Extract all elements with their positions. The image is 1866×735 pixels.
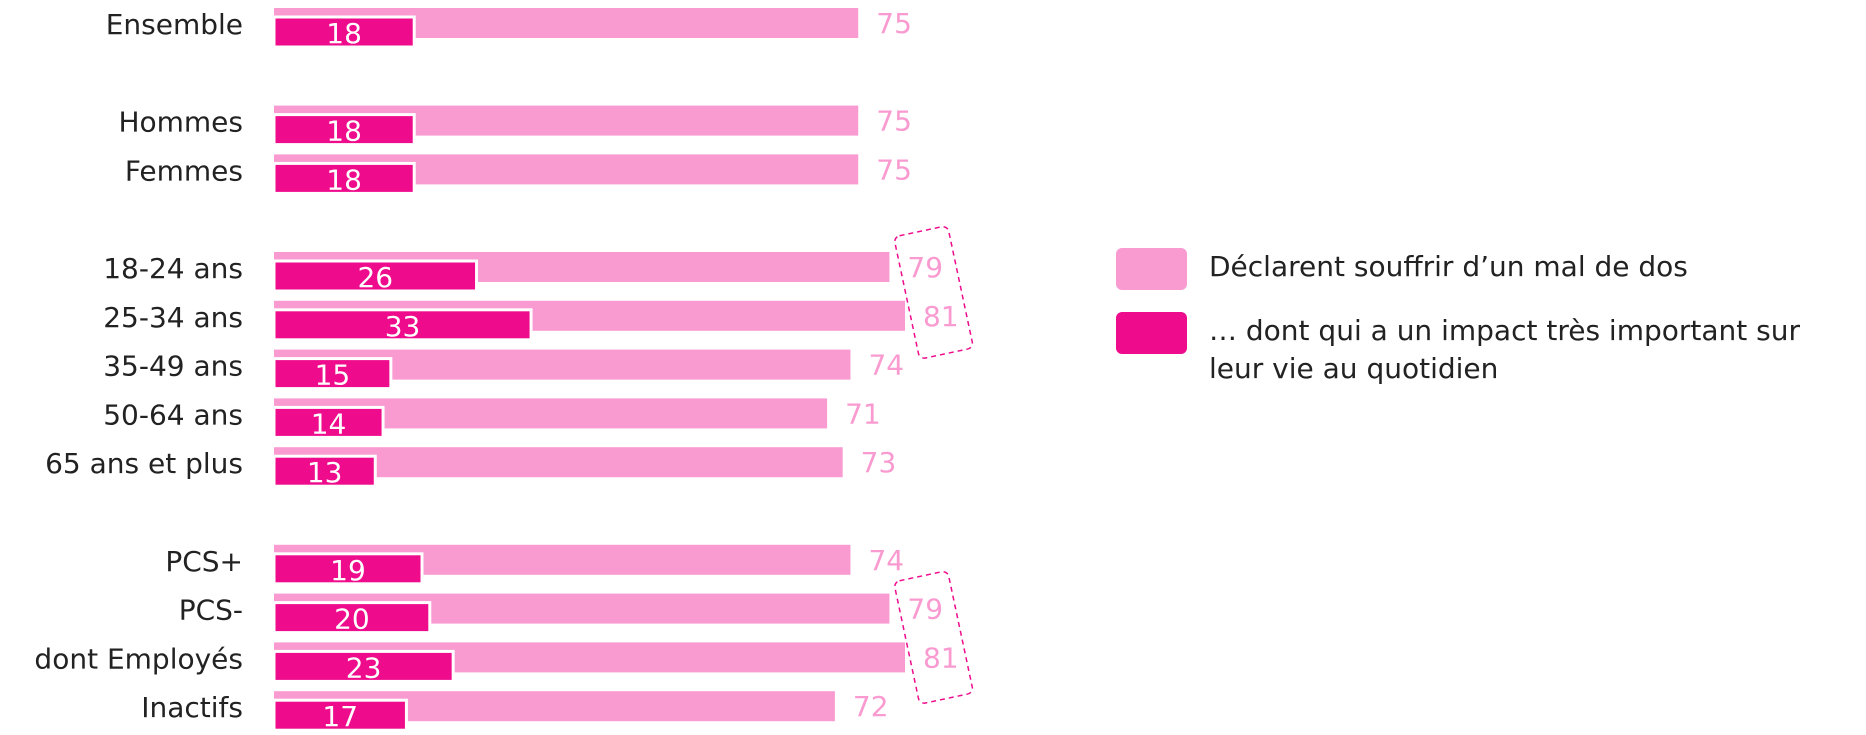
bar (272, 357, 393, 391)
legend-label: … dont qui a un impact très important su… (1209, 314, 1801, 385)
category-label: PCS- (179, 594, 243, 627)
legend-swatch (1116, 248, 1187, 290)
value-label: 33 (385, 310, 421, 343)
bar (272, 113, 416, 147)
category-label: dont Employés (34, 642, 243, 675)
bar (272, 454, 377, 488)
bar (272, 161, 416, 195)
category-label: 25-34 ans (103, 301, 243, 334)
category-label: 50-64 ans (103, 398, 243, 431)
value-label: 13 (307, 456, 343, 489)
category-label: Femmes (125, 154, 243, 187)
value-label: 17 (322, 700, 358, 733)
value-label: 75 (876, 153, 912, 186)
value-label: 14 (311, 407, 347, 440)
value-label: 73 (861, 446, 897, 479)
bar (272, 308, 533, 342)
highlight-box (894, 225, 974, 359)
category-label: 65 ans et plus (45, 447, 243, 480)
value-label: 79 (907, 593, 943, 626)
category-label: 35-49 ans (103, 350, 243, 383)
bar (272, 552, 424, 586)
value-label: 20 (334, 603, 370, 636)
category-label: Hommes (118, 106, 243, 139)
value-label: 75 (876, 105, 912, 138)
value-label: 72 (853, 690, 889, 723)
category-label: Inactifs (141, 691, 243, 724)
value-label: 71 (845, 397, 881, 430)
legend-swatch (1116, 312, 1187, 354)
bar (272, 698, 408, 732)
value-label: 18 (326, 163, 362, 196)
value-label: 15 (315, 359, 351, 392)
value-label: 19 (330, 554, 366, 587)
bar (272, 259, 479, 293)
bar (272, 649, 455, 683)
value-label: 23 (346, 651, 382, 684)
value-label: 74 (868, 544, 904, 577)
value-label: 18 (326, 115, 362, 148)
value-label: 75 (876, 7, 912, 40)
bars: Ensemble 75 18 Hommes 75 18 Femmes 75 18 18-24 an… (34, 7, 958, 733)
value-label: 18 (326, 17, 362, 50)
legend-item: … dont qui a un impact très important su… (1116, 312, 1856, 388)
category-label: 18-24 ans (103, 252, 243, 285)
legend-label: Déclarent souffrir d’un mal de dos (1209, 250, 1688, 283)
value-label: 81 (923, 300, 959, 333)
legend-item: Déclarent souffrir d’un mal de dos (1116, 248, 1856, 290)
bar (272, 601, 432, 635)
value-label: 81 (923, 641, 959, 674)
highlight-box (894, 570, 974, 704)
legend: Déclarent souffrir d’un mal de dos … don… (1116, 248, 1856, 410)
value-label: 26 (357, 261, 393, 294)
bar (272, 15, 416, 49)
bar (272, 405, 385, 439)
category-label: PCS+ (165, 545, 243, 578)
value-label: 79 (907, 251, 943, 284)
category-label: Ensemble (106, 8, 243, 41)
value-label: 74 (868, 349, 904, 382)
